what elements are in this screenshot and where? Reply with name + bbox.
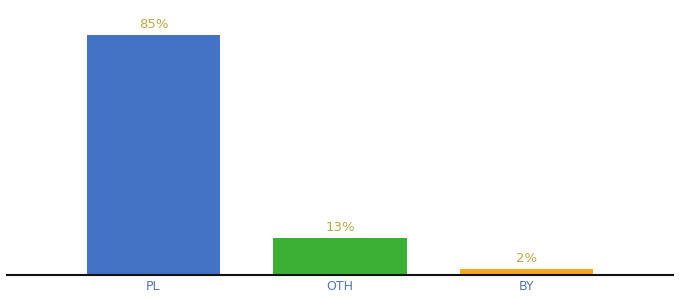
Bar bbox=[460, 269, 593, 274]
Text: 2%: 2% bbox=[516, 252, 537, 265]
Bar bbox=[273, 238, 407, 274]
Text: 85%: 85% bbox=[139, 18, 168, 31]
Bar bbox=[87, 35, 220, 274]
Text: 13%: 13% bbox=[325, 221, 355, 234]
